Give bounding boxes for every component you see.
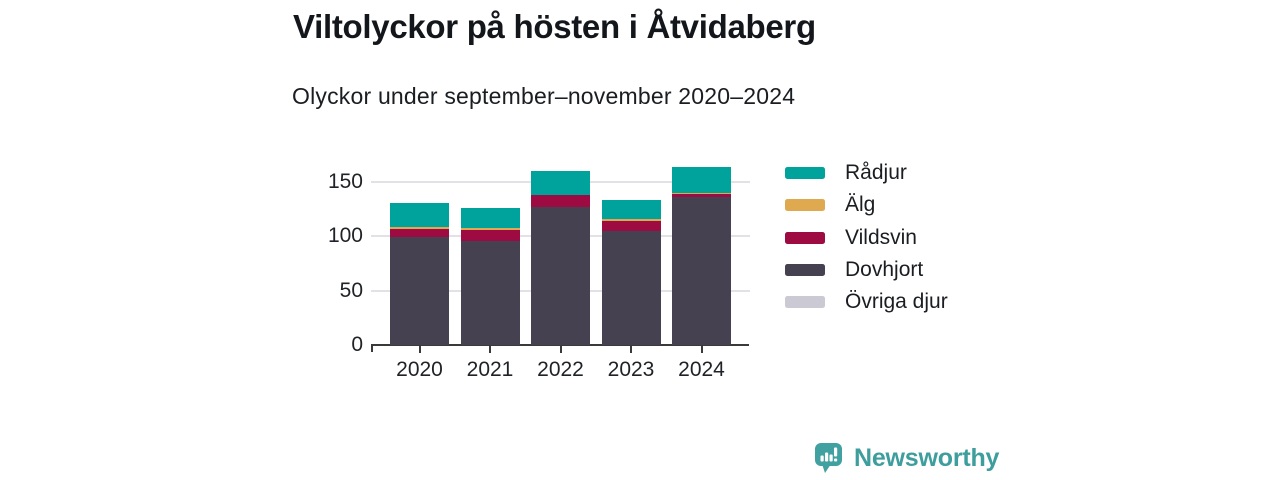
- x-axis-tick-2020: [418, 346, 421, 353]
- chart-title: Viltolyckor på hösten i Åtvidaberg: [293, 8, 816, 45]
- y-axis-tick-label: 150: [327, 170, 363, 193]
- bar-segment-vildsvin-2022: [531, 195, 590, 207]
- bar-segment-r-djur-2021: [460, 208, 520, 228]
- legend-item-vildsvin: Vildsvin: [785, 225, 917, 249]
- x-axis-label-2022: 2022: [537, 358, 584, 381]
- legend-item-r-djur: Rådjur: [785, 161, 907, 184]
- bar-segment-dovhjort-2022: [531, 206, 590, 345]
- x-axis-label-2023: 2023: [607, 358, 655, 381]
- bar-segment-dovhjort-2024: [672, 197, 731, 345]
- bar-segment-vildsvin-2020: [390, 228, 449, 238]
- legend-item-dovhjort: Dovhjort: [785, 257, 924, 281]
- bar-segment--lg-2023: [601, 218, 661, 222]
- legend-label: Rådjur: [845, 161, 907, 184]
- legend-swatch: [785, 263, 825, 276]
- legend-label: Dovhjort: [845, 257, 924, 281]
- bar-segment--lg-2020: [390, 226, 449, 229]
- x-axis-tick-2023: [630, 346, 632, 353]
- legend-item--vriga-djur: Övriga djur: [785, 290, 948, 314]
- bar-segment-vildsvin-2024: [672, 193, 731, 198]
- bar-segment-vildsvin-2021: [460, 229, 520, 241]
- bar-segment-r-djur-2023: [601, 200, 661, 219]
- x-axis-label-2020: 2020: [396, 358, 443, 381]
- x-axis-label-2021: 2021: [466, 358, 514, 381]
- legend-swatch: [785, 167, 825, 179]
- bar-segment--lg-2021: [460, 227, 520, 230]
- y-axis-tick-label: 100: [327, 224, 363, 248]
- bar-segment--lg-2024: [672, 192, 731, 194]
- x-axis-line: [371, 344, 749, 346]
- brand-footer: Newsworthy: [814, 442, 999, 475]
- legend-label: Älg: [845, 193, 876, 217]
- bar-segment-dovhjort-2020: [390, 237, 449, 345]
- bar-segment-vildsvin-2023: [601, 221, 661, 231]
- legend-label: Vildsvin: [845, 225, 917, 249]
- bar-segment-r-djur-2024: [672, 166, 731, 193]
- bar-segment-r-djur-2020: [390, 202, 449, 227]
- legend-item--lg: Älg: [785, 193, 876, 217]
- x-axis-tick-2022: [559, 346, 562, 353]
- legend-label: Övriga djur: [845, 290, 948, 314]
- brand-name: Newsworthy: [854, 444, 1000, 472]
- legend-swatch: [785, 296, 825, 309]
- newsworthy-logo-icon: [815, 443, 842, 473]
- chart-subtitle: Olyckor under september–november 2020–20…: [292, 83, 796, 109]
- x-axis-tick-2024: [700, 346, 703, 353]
- x-axis-label-2024: 2024: [678, 358, 725, 381]
- y-axis-tick-label: 50: [339, 278, 363, 302]
- x-axis-end-tick: [371, 344, 373, 352]
- legend-swatch: [785, 199, 825, 212]
- legend-swatch: [785, 231, 825, 244]
- bar-segment-dovhjort-2023: [601, 230, 661, 345]
- bar-segment-dovhjort-2021: [460, 240, 520, 345]
- x-axis-tick-2021: [489, 346, 491, 353]
- bar-segment-r-djur-2022: [531, 171, 590, 196]
- y-axis-tick-label: 0: [351, 333, 363, 356]
